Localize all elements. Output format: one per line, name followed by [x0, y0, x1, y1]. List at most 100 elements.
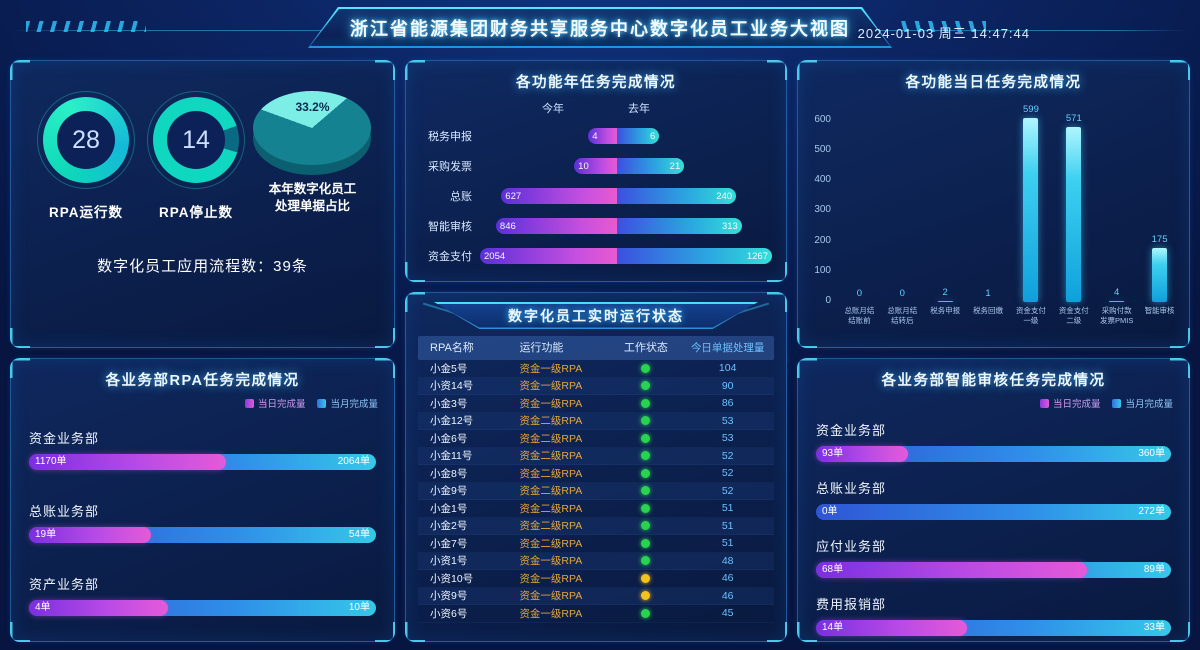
rpa-name-cell: 小金1号: [430, 502, 468, 515]
category-label: 采购发票: [428, 161, 472, 173]
yearly-bar-row: 税务申报 4 6: [414, 128, 772, 144]
category-label: 智能审核: [428, 221, 472, 233]
x-axis-label: 税务回缴: [973, 306, 1003, 332]
right-zone: 240: [617, 188, 772, 204]
bar-value-label: 1: [985, 288, 991, 299]
status-dot: [641, 433, 651, 443]
x-axis-label: 总账月结 结转后: [887, 306, 917, 332]
legend-month-swatch: [317, 398, 327, 408]
pie-chart-block: 33.2% 本年数字化员工 处理单据占比: [251, 91, 374, 215]
function-cell: 资金一级RPA: [519, 607, 583, 620]
legend-month-completed[interactable]: 当月完成量: [1112, 396, 1173, 410]
middle-column: 各功能年任务完成情况 今年 去年 税务申报 4 6 采购发票 10 21 总账 627 240 智…: [405, 60, 787, 642]
month-value-label: 272单: [1138, 506, 1165, 517]
status-dot: [641, 538, 651, 548]
bar-value-label: 175: [1151, 234, 1168, 245]
legend-day-completed[interactable]: 当日完成量: [244, 396, 306, 410]
table-header: RPA名称 运行功能 工作状态 今日单据处理量: [418, 336, 774, 360]
status-dot: [641, 591, 651, 601]
dept-bar-row: 费用报销部 14单 33单: [816, 594, 1171, 636]
this-year-bar: 10: [574, 158, 618, 174]
legend-label: 当日完成量: [257, 399, 306, 410]
table-body: 小金5号 资金一级RPA 104 小资14号 资金一级RPA 90 小金3号 资金一级RPA 8…: [418, 360, 774, 623]
count-cell: 45: [721, 607, 734, 620]
month-total-bar: 93单 360单: [816, 446, 1171, 462]
status-cell: [610, 604, 681, 622]
rpa-name-cell: 小资14号: [430, 380, 474, 393]
legend-month-completed[interactable]: 当月完成量: [317, 396, 378, 410]
day-value-label: 1170单: [35, 456, 67, 467]
bar-area: 10 21: [480, 158, 772, 174]
legend-day-completed[interactable]: 当日完成量: [1039, 396, 1100, 410]
y-axis-tick: 100: [814, 264, 831, 276]
panel-audit: 各业务部智能审核任务完成情况 当日完成量 当月完成量 资金业务部 93单 360单总…: [797, 358, 1190, 642]
header-ornament-left: [26, 21, 146, 32]
bar-value-label: 2: [942, 287, 948, 298]
this-year-bar: 627: [501, 188, 618, 204]
yearly-legend: 今年 去年: [406, 100, 786, 116]
month-total-bar: 19单 54单: [29, 527, 376, 543]
donut-hole: 14: [166, 111, 225, 169]
status-dot: [641, 416, 651, 426]
status-dot: [641, 398, 651, 408]
panel-title-yearly: 各功能年任务完成情况: [516, 75, 676, 91]
dept-name-label: 总账业务部: [29, 504, 100, 519]
rpa-name-cell: 小金2号: [430, 520, 468, 533]
month-total-bar: 1170单 2064单: [29, 454, 376, 470]
table-row: 小金3号 资金一级RPA 86: [418, 395, 774, 413]
rpa-name-cell: 小金6号: [430, 432, 468, 445]
table-row: 小金11号 资金二级RPA 52: [418, 447, 774, 465]
x-axis-label: 资金支付 一级: [1016, 306, 1046, 332]
legend-day-swatch: [244, 398, 254, 408]
last-year-value: 1267: [746, 250, 768, 262]
left-zone: 4: [480, 128, 618, 144]
status-cell: [610, 394, 681, 412]
dept-name-label: 资金业务部: [816, 423, 887, 438]
last-year-value: 21: [669, 160, 681, 172]
left-zone: 627: [480, 188, 618, 204]
x-axis-label-line: 二级: [1066, 315, 1082, 325]
function-cell: 资金二级RPA: [519, 485, 583, 498]
count-cell: 51: [721, 502, 734, 515]
dept-name-label: 总账业务部: [816, 481, 887, 496]
rpa-name-cell: 小资9号: [430, 590, 468, 603]
legend-this-year[interactable]: 今年: [542, 103, 564, 115]
table-row: 小金6号 资金二级RPA 53: [418, 430, 774, 448]
left-zone: 846: [480, 218, 618, 234]
rpa-running-value: 28: [72, 125, 100, 154]
bar: [937, 301, 953, 302]
bar-group: 571 资金支付 二级: [1052, 100, 1095, 332]
this-year-bar: 2054: [480, 248, 618, 264]
right-zone: 6: [617, 128, 772, 144]
panel-yearly: 各功能年任务完成情况 今年 去年 税务申报 4 6 采购发票 10 21 总账 627 240 智…: [405, 60, 787, 282]
legend-last-year[interactable]: 去年: [628, 103, 650, 115]
chart-legend: 当日完成量 当月完成量: [798, 390, 1189, 410]
this-year-value: 627: [505, 190, 522, 202]
dept-name-label: 资金业务部: [29, 431, 100, 446]
table-row: 小金8号 资金二级RPA 52: [418, 465, 774, 483]
legend-label: 当月完成量: [330, 399, 378, 410]
status-cell: [610, 412, 681, 430]
yearly-bar-row: 总账 627 240: [414, 188, 772, 204]
x-axis-label: 税务申报: [930, 306, 960, 332]
header: 浙江省能源集团财务共享服务中心数字化员工业务大视图 2024-01-03 周三 …: [0, 0, 1200, 58]
daily-bar-chart: 600 500 400 300 200 100 0 0 总账月结 结账前 0 总账月结 结转后 2 税务申…: [806, 100, 1181, 332]
function-cell: 资金二级RPA: [519, 450, 583, 463]
col-status: 工作状态: [623, 342, 668, 354]
status-dot: [641, 503, 651, 513]
panel-dept-rpa: 各业务部RPA任务完成情况 当日完成量 当月完成量 资金业务部 1170单 2064…: [10, 358, 395, 642]
function-cell: 资金二级RPA: [519, 415, 583, 428]
dept-bar-row: 总账业务部 19单 54单: [29, 501, 376, 543]
last-year-bar: 6: [617, 128, 660, 144]
count-cell: 53: [721, 432, 734, 445]
y-axis-tick: 0: [825, 294, 831, 306]
status-cell: [610, 377, 681, 395]
x-axis-label-line: 资金支付: [1015, 306, 1046, 315]
donut-chart-stopped: 14: [146, 91, 245, 189]
yearly-bar-row: 智能审核 846 313: [414, 218, 772, 234]
bar: [1023, 118, 1039, 302]
rpa-name-cell: 小金11号: [430, 450, 473, 463]
bar-area: 2054 1267: [480, 248, 772, 264]
month-total-bar: 4单 10单: [29, 600, 376, 616]
bar-group: 0 总账月结 结转后: [881, 100, 924, 332]
